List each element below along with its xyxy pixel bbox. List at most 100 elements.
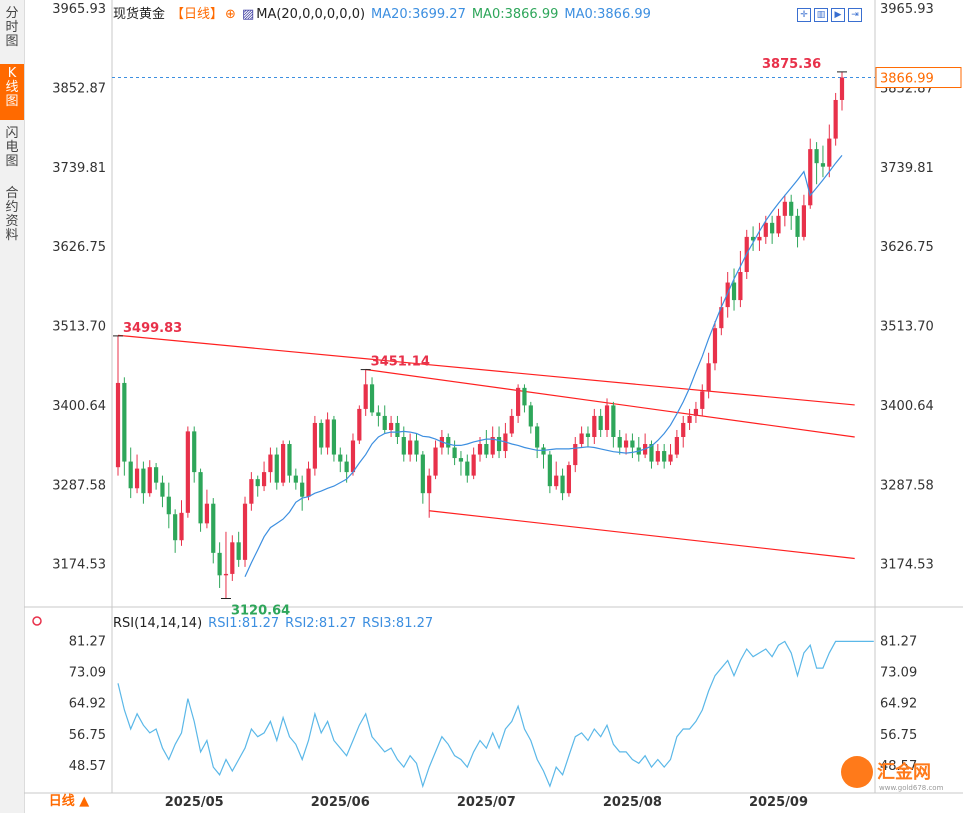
candle-body (471, 454, 476, 476)
y-tick-right: 3626.75 (880, 240, 934, 255)
rsi-y-tick-right: 64.92 (880, 697, 917, 712)
y-tick-left: 3852.87 (52, 81, 106, 96)
candle-body (134, 468, 140, 489)
rsi-y-tick-left: 81.27 (69, 634, 106, 649)
candle-body (719, 307, 724, 329)
annotation-label: 3451.14 (371, 355, 430, 370)
play-icon[interactable]: ▶ (831, 8, 845, 22)
candle-body (401, 437, 406, 455)
crosshair-icon[interactable]: ⊕ (225, 7, 236, 22)
chart-toolbar: ✛ ▥ ▶ ⇥ (797, 2, 865, 22)
rsi-line (117, 640, 874, 789)
candle-body (566, 465, 572, 494)
candle-body (592, 415, 597, 437)
rsi2-value: RSI2:81.27 (285, 616, 357, 631)
rsi-header: RSI(14,14,14) RSI1:81.27 RSI2:81.27 RSI3:81… (113, 616, 439, 631)
candle-body (687, 415, 692, 423)
logo: 汇金网 www.gold678.com (835, 756, 955, 796)
tab-timeshare[interactable]: 分时图 (0, 4, 24, 60)
ma-label[interactable]: MA(20,0,0,0,0,0) (256, 7, 366, 22)
candle-body (344, 461, 349, 473)
x-tick-label: 2025/09 (749, 795, 808, 810)
zoom-icon[interactable]: ✛ (797, 8, 811, 22)
candle-body (147, 467, 152, 494)
candle-body (547, 454, 552, 487)
candle-body (211, 503, 216, 553)
candle-body (814, 149, 819, 164)
candle-body (579, 433, 584, 445)
candle-body (255, 479, 260, 487)
candle-body (141, 468, 146, 494)
candle-body (223, 573, 229, 576)
annotation-label: 3120.64 (231, 603, 290, 618)
candle-body (662, 451, 667, 462)
period-label[interactable]: 【日线】 (171, 7, 224, 22)
candle-body (528, 405, 533, 427)
ma20-line (244, 155, 843, 577)
candle-body (128, 461, 133, 489)
candle-body (477, 444, 483, 455)
rsi-y-tick-left: 73.09 (69, 666, 106, 681)
candle-body (655, 451, 660, 462)
candle-body (408, 440, 413, 455)
candle-body (554, 475, 559, 487)
candle-body (623, 440, 629, 448)
candle-body (611, 405, 616, 437)
candle-body (681, 422, 686, 437)
candle-body (217, 552, 222, 576)
candle-body (693, 408, 699, 416)
ma-icon[interactable]: ▨ (241, 7, 255, 22)
candle-body (179, 512, 184, 541)
end-icon[interactable]: ⇥ (848, 8, 862, 22)
candle-body (122, 382, 127, 462)
y-tick-right: 3965.93 (880, 2, 934, 17)
candle-body (160, 482, 165, 497)
candle-body (274, 454, 279, 483)
annotation-label: 3875.36 (762, 57, 821, 72)
candle-body (306, 468, 311, 497)
x-tick-label: 2025/07 (457, 795, 516, 810)
candle-body (173, 514, 178, 541)
candle-body (268, 454, 273, 473)
y-tick-left: 3174.53 (52, 558, 106, 573)
candle-body (750, 236, 756, 241)
tab-contract[interactable]: 合约资料 (0, 184, 24, 260)
candle-body (293, 475, 298, 483)
ma0-value-a: MA0:3866.99 (471, 7, 559, 22)
period-button[interactable]: 日线 ▲ (48, 794, 90, 809)
candle-body (192, 431, 197, 473)
candle-body (712, 328, 718, 364)
candle-body (287, 444, 292, 476)
candle-body (782, 201, 787, 216)
candle-body (706, 363, 711, 392)
rsi-label[interactable]: RSI(14,14,14) (113, 616, 203, 631)
candle-body (604, 405, 610, 430)
x-tick-label: 2025/05 (165, 795, 224, 810)
y-tick-left: 3400.64 (52, 399, 106, 414)
y-tick-right: 3400.64 (880, 399, 934, 414)
candle-body (617, 437, 622, 448)
y-tick-right: 3513.70 (880, 320, 934, 335)
rsi-y-tick-left: 48.57 (69, 759, 106, 774)
candle-body (496, 437, 502, 452)
tab-flash[interactable]: 闪电图 (0, 124, 24, 180)
rsi-y-tick-right: 48.57 (880, 759, 917, 774)
x-tick-label: 2025/06 (311, 795, 370, 810)
candle-body (281, 444, 286, 483)
candle-body (185, 431, 190, 513)
layout-icon[interactable]: ▥ (814, 8, 828, 22)
ma20-value: MA20:3699.27 (371, 7, 466, 22)
candle-body (388, 422, 394, 430)
candle-body (833, 99, 838, 139)
candle-body (115, 382, 121, 468)
y-tick-left: 3287.58 (52, 478, 106, 493)
candle-body (770, 222, 775, 234)
candle-body (154, 467, 159, 483)
candle-body (668, 454, 673, 462)
candle-body (414, 440, 419, 455)
candle-body (738, 272, 743, 301)
tab-flash-label: 闪电图 (5, 126, 19, 169)
